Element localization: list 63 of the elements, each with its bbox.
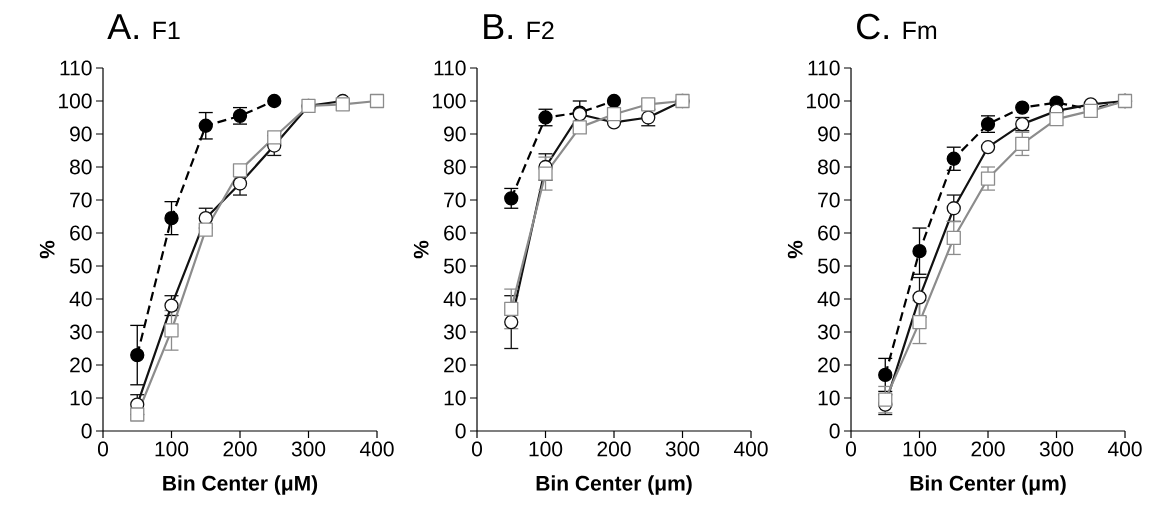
- chart-subtitle: F2: [527, 21, 554, 39]
- y-tick-label: 60: [444, 225, 466, 241]
- x-tick-label: 200: [223, 441, 257, 457]
- x-tick-label: 300: [665, 441, 700, 457]
- x-tick-label: 100: [155, 441, 189, 457]
- x-tick-label: 0: [471, 441, 483, 457]
- x-tick-label: 200: [597, 441, 631, 457]
- x-tick-label: 0: [845, 441, 857, 457]
- chart-title: B.: [484, 14, 512, 39]
- y-tick-label: 20: [444, 357, 466, 373]
- x-tick-label: 200: [971, 441, 1005, 457]
- y-tick-label: 10: [444, 390, 466, 406]
- y-tick-label: 60: [818, 225, 840, 241]
- y-tick-label: 10: [70, 390, 92, 406]
- x-tick-label: 300: [291, 441, 326, 457]
- y-tick-label: 40: [69, 291, 92, 307]
- x-tick-label: 100: [529, 441, 563, 457]
- x-axis-title: Bin Center (μm): [910, 475, 1066, 495]
- y-tick-label: 0: [81, 423, 92, 439]
- x-axis-title: Bin Center (μm): [536, 475, 692, 495]
- y-axis-title: %: [413, 240, 429, 259]
- y-tick-label: 90: [818, 126, 840, 142]
- y-tick-label: 10: [818, 390, 840, 406]
- x-tick-label: 400: [733, 441, 768, 457]
- x-tick-label: 300: [1039, 441, 1074, 457]
- y-tick-label: 40: [817, 291, 840, 307]
- x-tick-label: 400: [359, 441, 394, 457]
- y-tick-label: 60: [70, 225, 92, 241]
- y-tick-label: 80: [70, 159, 92, 175]
- y-tick-label: 70: [444, 192, 466, 208]
- y-tick-label: 20: [818, 357, 840, 373]
- chart-title: C.: [857, 13, 888, 40]
- y-tick-label: 0: [455, 423, 466, 439]
- y-tick-label: 100: [807, 93, 840, 109]
- y-tick-label: 50: [817, 258, 840, 274]
- y-tick-label: 90: [70, 126, 92, 142]
- y-tick-label: 70: [70, 192, 92, 208]
- y-tick-label: 30: [817, 324, 840, 340]
- x-tick-label: 400: [1107, 441, 1142, 457]
- y-tick-label: 90: [444, 126, 466, 142]
- y-tick-label: 20: [70, 357, 92, 373]
- y-tick-label: 30: [443, 324, 466, 340]
- y-tick-label: 70: [818, 192, 840, 208]
- y-tick-label: 110: [60, 60, 92, 76]
- y-tick-label: 50: [443, 258, 466, 274]
- y-tick-label: 110: [434, 60, 466, 76]
- y-axis-title: %: [787, 240, 803, 259]
- y-tick-label: 40: [443, 291, 466, 307]
- x-axis-title: Bin Center (μM): [163, 475, 318, 495]
- y-tick-label: 80: [444, 159, 466, 175]
- y-tick-label: 110: [808, 60, 840, 76]
- x-tick-label: 0: [97, 441, 109, 457]
- y-tick-label: 0: [829, 423, 840, 439]
- y-tick-label: 100: [59, 93, 92, 109]
- y-tick-label: 30: [69, 324, 92, 340]
- chart-subtitle: Fm: [903, 21, 937, 39]
- y-tick-label: 80: [818, 159, 840, 175]
- y-tick-label: 50: [69, 258, 92, 274]
- y-axis-title: %: [39, 240, 55, 259]
- chart-subtitle: F1: [153, 21, 180, 39]
- chart-title: A.: [107, 14, 138, 39]
- y-tick-label: 100: [433, 93, 466, 109]
- x-tick-label: 100: [903, 441, 937, 457]
